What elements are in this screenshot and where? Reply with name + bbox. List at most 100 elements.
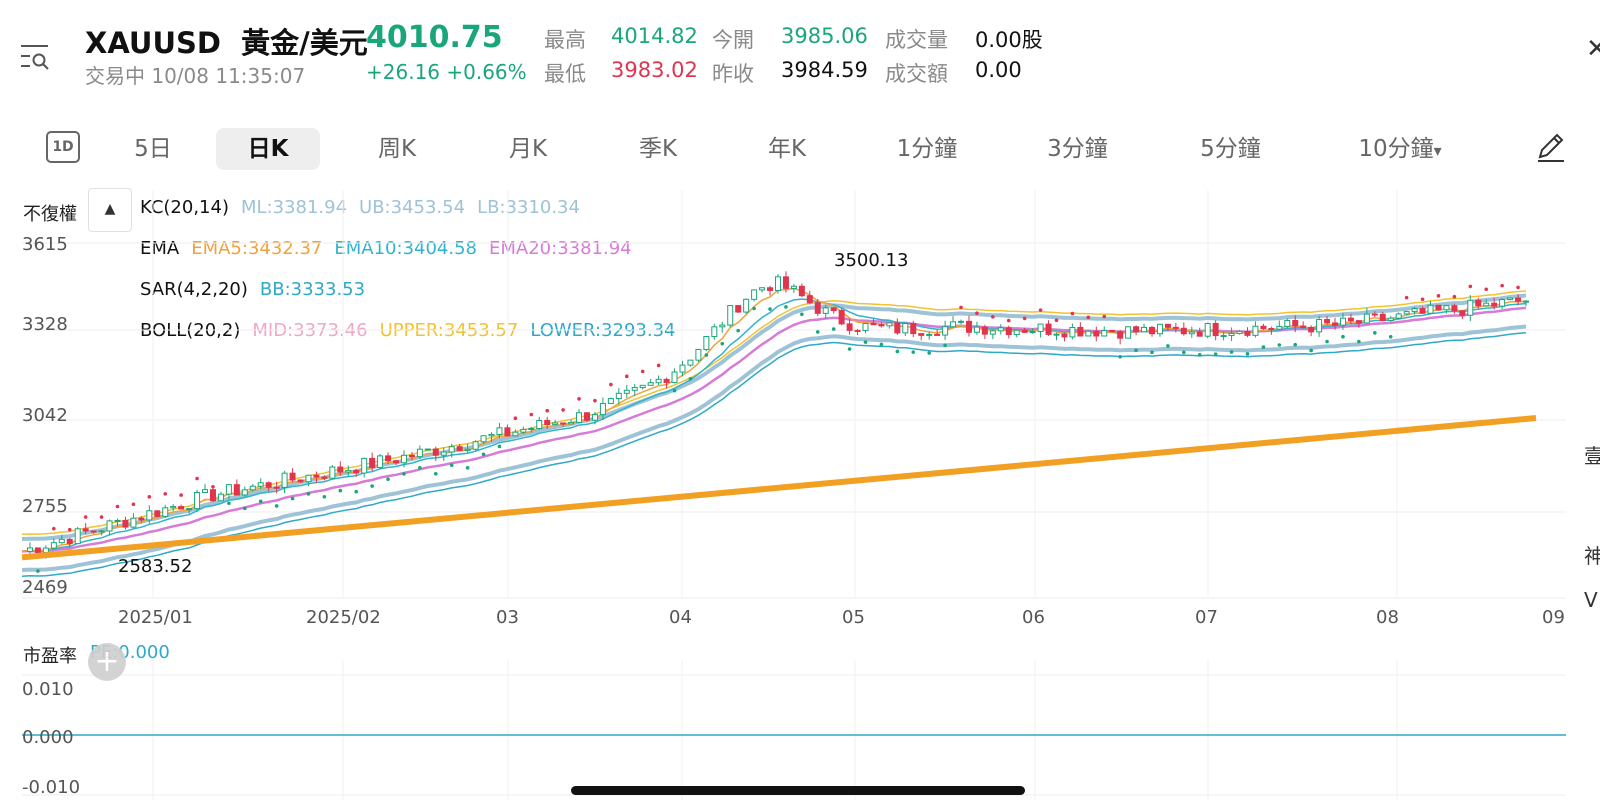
sar-dot xyxy=(52,526,56,531)
kc-upper-band xyxy=(21,293,1527,541)
candle-body xyxy=(950,321,957,328)
candle-body xyxy=(74,528,81,545)
sar-dot xyxy=(561,408,565,412)
tab-1min[interactable]: 1分鐘 xyxy=(896,136,958,162)
candle-body xyxy=(90,530,97,533)
indicator-row[interactable]: SAR(4,2,20) BB:3333.53 xyxy=(140,279,377,300)
candle-body xyxy=(814,302,821,314)
x-tick-label: 06 xyxy=(1022,607,1045,628)
candle-body xyxy=(1459,310,1466,316)
candle-body xyxy=(504,427,511,437)
sar-dot xyxy=(1245,352,1250,356)
candle-body xyxy=(1109,329,1116,333)
sar-dot xyxy=(1404,295,1409,300)
tab-quarterly-k[interactable]: 季K xyxy=(638,136,678,162)
edge-text: V xyxy=(1584,588,1598,612)
sar-dot xyxy=(1357,339,1361,344)
sar-dot xyxy=(163,492,168,496)
menu-search-icon[interactable] xyxy=(20,44,50,70)
sar-dot xyxy=(1325,339,1329,344)
candle-body xyxy=(1244,330,1251,336)
close-icon[interactable]: ✕ xyxy=(1586,34,1600,64)
period-icon-1d[interactable]: 1D xyxy=(46,131,80,163)
sar-dot xyxy=(274,504,279,508)
candle-body xyxy=(1220,335,1227,338)
candle-body xyxy=(416,448,423,458)
candle-body xyxy=(1387,317,1394,321)
indicator-name: SAR(4,2,20) xyxy=(140,279,248,300)
sar-dot xyxy=(258,499,263,504)
sar-dot xyxy=(800,312,804,317)
sar-dot xyxy=(720,341,725,346)
candle-body xyxy=(735,305,742,313)
tab-weekly-k[interactable]: 周K xyxy=(377,136,417,162)
tab-5min[interactable]: 5分鐘 xyxy=(1200,136,1261,162)
candle-body xyxy=(385,455,392,462)
candle-body xyxy=(313,474,320,478)
sar-dot xyxy=(99,515,104,519)
indicator-value: UB:3453.54 xyxy=(359,197,466,218)
sar-dot xyxy=(688,376,693,381)
sar-dot xyxy=(609,382,613,387)
quote-label: 成交額 xyxy=(885,62,948,86)
candle-body xyxy=(1204,322,1211,337)
candle-body xyxy=(981,326,988,335)
candle-body xyxy=(297,479,304,483)
candle-body xyxy=(918,333,925,336)
quote-value: 0.00 xyxy=(975,58,1022,82)
draw-pen-icon[interactable] xyxy=(1536,130,1566,164)
add-indicator-button[interactable]: + xyxy=(88,643,126,681)
tab-monthly-k[interactable]: 月K xyxy=(508,136,548,162)
sar-dot xyxy=(863,340,868,344)
adjust-mode-label[interactable]: 不復權 xyxy=(23,204,77,225)
candle-body xyxy=(560,422,567,425)
candle-body xyxy=(1491,302,1498,307)
sar-dot xyxy=(481,452,486,457)
indicator-row[interactable]: KC(20,14) ML:3381.94 UB:3453.54 LB:3310.34 xyxy=(140,197,592,218)
candle-body xyxy=(663,378,670,383)
sar-dot xyxy=(36,569,40,573)
candle-body xyxy=(1013,329,1020,336)
tab-daily-k[interactable]: 日K xyxy=(216,128,320,170)
candle-body xyxy=(122,519,129,528)
x-tick-label: 09 xyxy=(1542,607,1565,628)
candle-body xyxy=(58,538,65,544)
candle-body xyxy=(679,364,686,373)
candle-body xyxy=(1268,327,1275,330)
candle-body xyxy=(1156,323,1163,335)
tab-5d[interactable]: 5日 xyxy=(134,136,172,162)
sar-dot xyxy=(1054,318,1059,323)
x-tick-label: 03 xyxy=(496,607,519,628)
sar-dot xyxy=(1293,342,1298,347)
sar-dot xyxy=(1436,294,1441,298)
tab-yearly-k[interactable]: 年K xyxy=(767,136,807,162)
collapse-indicators-button[interactable]: ▲ xyxy=(88,188,132,232)
candle-body xyxy=(273,486,280,489)
candle-body xyxy=(942,326,949,336)
candle-body xyxy=(1005,327,1012,336)
sar-dot xyxy=(227,501,231,506)
candle-body xyxy=(186,508,193,511)
sar-dot xyxy=(640,369,645,374)
tab-3min[interactable]: 3分鐘 xyxy=(1047,136,1108,162)
candle-body xyxy=(1467,299,1474,316)
sar-dot xyxy=(1516,285,1520,290)
tab-10min-dropdown[interactable]: 10分鐘▾ xyxy=(1340,128,1460,170)
home-indicator xyxy=(571,786,1025,795)
candle-body xyxy=(973,326,980,333)
sar-dot xyxy=(1229,350,1234,354)
candle-body xyxy=(1483,302,1490,307)
chevron-down-icon: ▾ xyxy=(1433,141,1442,160)
candle-body xyxy=(1451,305,1458,312)
sar-dot xyxy=(402,472,406,476)
candle-body xyxy=(1260,325,1267,329)
edge-text: 神 xyxy=(1584,544,1600,568)
candle-body xyxy=(894,322,901,334)
sar-dot xyxy=(338,488,343,493)
candle-body xyxy=(790,285,797,289)
candle-body xyxy=(552,422,559,426)
candle-body xyxy=(217,493,224,502)
sar-dot xyxy=(131,502,136,507)
candle-body xyxy=(631,387,638,391)
